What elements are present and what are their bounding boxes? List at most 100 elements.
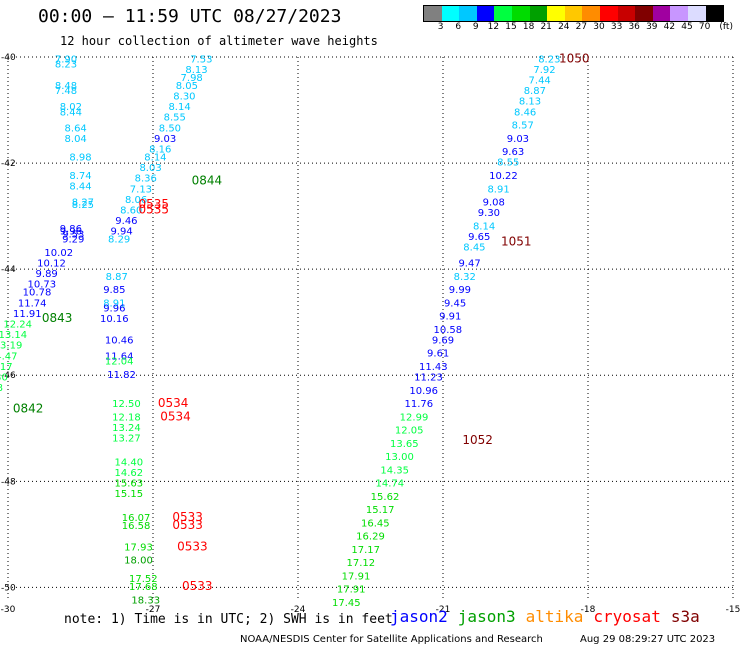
- pass-time-label: 0533: [172, 510, 203, 524]
- legend-s3a: s3a: [670, 607, 700, 626]
- wave-height-value: 7.13: [130, 184, 152, 195]
- wave-height-value: 15.17: [366, 505, 395, 516]
- wave-height-value: 8.55: [497, 158, 519, 169]
- wave-height-value: 8.46: [514, 107, 536, 118]
- wave-height-value: 8.03: [139, 163, 161, 174]
- colorbar-swatch: [617, 6, 636, 21]
- pass-time-label: 0535: [139, 202, 170, 216]
- wave-height-value: 9.03: [507, 134, 529, 145]
- wave-height-value: 8.91: [487, 184, 509, 195]
- wave-height-value: 8.06: [125, 195, 147, 206]
- wave-height-value: 10.58: [434, 325, 463, 336]
- legend-jason2: jason2: [390, 607, 448, 626]
- colorbar-swatch: [476, 6, 495, 21]
- wave-height-value: 12.04: [105, 357, 134, 368]
- colorbar-label: 6: [455, 22, 462, 32]
- wave-height-value: 16.45: [361, 518, 390, 529]
- wave-height-value: 11.82: [107, 370, 136, 381]
- wave-height-value: 7.90: [55, 54, 77, 65]
- wave-height-value: 14.40: [115, 457, 144, 468]
- wave-height-value: 8.44: [60, 107, 82, 118]
- wave-height-value: 8.45: [463, 243, 485, 254]
- wave-height-value: 9.69: [432, 335, 454, 346]
- pass-time-label: 0534: [158, 396, 189, 410]
- wave-height-value: 12.05: [395, 426, 424, 437]
- colorbar-swatch: [441, 6, 460, 21]
- legend-altika: altika: [525, 607, 584, 626]
- wave-height-value: 11.43: [419, 362, 448, 373]
- wave-height-value: 9.45: [444, 298, 466, 309]
- wave-height-value: 9.61: [427, 349, 449, 360]
- lat-tick-label: -44: [1, 265, 16, 275]
- wave-height-value: 8.91: [103, 298, 125, 309]
- colorbar-swatch: [635, 6, 653, 21]
- wave-height-value: 8.74: [69, 171, 91, 182]
- colorbar-swatch: [547, 6, 565, 21]
- pass-time-label: 0533: [182, 579, 213, 593]
- colorbar-label: 70: [698, 22, 711, 32]
- wave-height-value: 8.14: [473, 221, 495, 232]
- pass-time-label: 1052: [462, 433, 493, 447]
- wave-height-value: 7.44: [529, 76, 551, 87]
- wave-height-value: 13.19: [0, 341, 22, 352]
- map-title: 00:00 – 11:59 UTC 08/27/2023: [38, 6, 342, 27]
- pass-time-label: 0533: [172, 518, 203, 532]
- lat-tick-label: -48: [1, 477, 16, 487]
- wave-height-value: 17.17: [351, 545, 380, 556]
- wave-height-value: 8.57: [512, 121, 534, 132]
- colorbar-swatch: [529, 6, 548, 21]
- wave-height-value: 9.53: [62, 229, 84, 240]
- wave-height-value: 7.98: [181, 73, 203, 84]
- wave-height-value: 14.47: [0, 351, 17, 362]
- wave-height-value: 7.48: [55, 86, 77, 97]
- wave-height-value: 7.53: [190, 54, 212, 65]
- colorbar-label: 3: [437, 22, 444, 32]
- wave-height-value: 9.08: [483, 198, 505, 209]
- wave-height-value: 8.55: [164, 113, 186, 124]
- wave-height-value: 9.86: [60, 224, 82, 235]
- wave-height-value: 15.62: [371, 492, 400, 503]
- wave-height-value: 8.50: [159, 123, 181, 134]
- wave-height-value: 8.64: [65, 123, 87, 134]
- wave-height-value: 13.30: [0, 373, 8, 384]
- wave-height-value: 8.02: [60, 102, 82, 113]
- wave-height-value: 10.73: [28, 280, 57, 291]
- wave-height-value: 9.46: [115, 216, 137, 227]
- wave-height-value: 8.23: [538, 54, 560, 65]
- lat-tick-label: -40: [1, 53, 16, 63]
- colorbar-label: 12: [487, 22, 500, 32]
- lon-tick-label: -18: [581, 605, 596, 615]
- wave-height-value: 8.30: [173, 91, 195, 102]
- pass-time-label: 1050: [559, 51, 590, 65]
- colorbar-labels: 3 6 9 12 15 18 21 24 27 30 33 36 39 42 45 70 (ft): [423, 22, 740, 34]
- wave-height-value: 11.74: [18, 298, 47, 309]
- pass-time-label: 0534: [160, 409, 191, 423]
- wave-height-value: 9.96: [103, 304, 125, 315]
- wave-height-value: 8.16: [149, 144, 171, 155]
- wave-height-value: 9.89: [36, 269, 58, 280]
- wave-height-value: 12.18: [112, 412, 141, 423]
- wave-height-value: 8.04: [65, 134, 87, 145]
- wave-height-value: 11.91: [13, 309, 42, 320]
- colorbar-swatch: [424, 6, 442, 21]
- wave-height-value: 9.96: [60, 227, 82, 238]
- wave-height-value: 14.74: [376, 479, 405, 490]
- wave-height-value: 8.23: [55, 60, 77, 71]
- wave-height-value: 10.22: [489, 171, 518, 182]
- colorbar-label: 30: [593, 22, 605, 32]
- wave-height-value: 18.33: [131, 595, 160, 606]
- wave-height-value: 16.07: [122, 513, 151, 524]
- wave-height-value: 10.12: [37, 259, 66, 270]
- lon-tick-label: -15: [726, 605, 740, 615]
- colorbar-swatch: [599, 6, 618, 21]
- wave-height-value: 9.47: [458, 259, 480, 270]
- wave-height-value: 16.29: [356, 532, 385, 543]
- colorbar-label: 15: [505, 22, 517, 32]
- wave-height-value: 14.35: [380, 465, 409, 476]
- colorbar-label: 9: [472, 22, 479, 32]
- wave-height-value: 17.93: [124, 542, 153, 553]
- wave-height-value: 14.88: [0, 383, 3, 394]
- colorbar-label: 21: [540, 22, 552, 32]
- wave-height-value: 7.92: [533, 65, 555, 76]
- credit-line: NOAA/NESDIS Center for Satellite Applica…: [240, 634, 543, 645]
